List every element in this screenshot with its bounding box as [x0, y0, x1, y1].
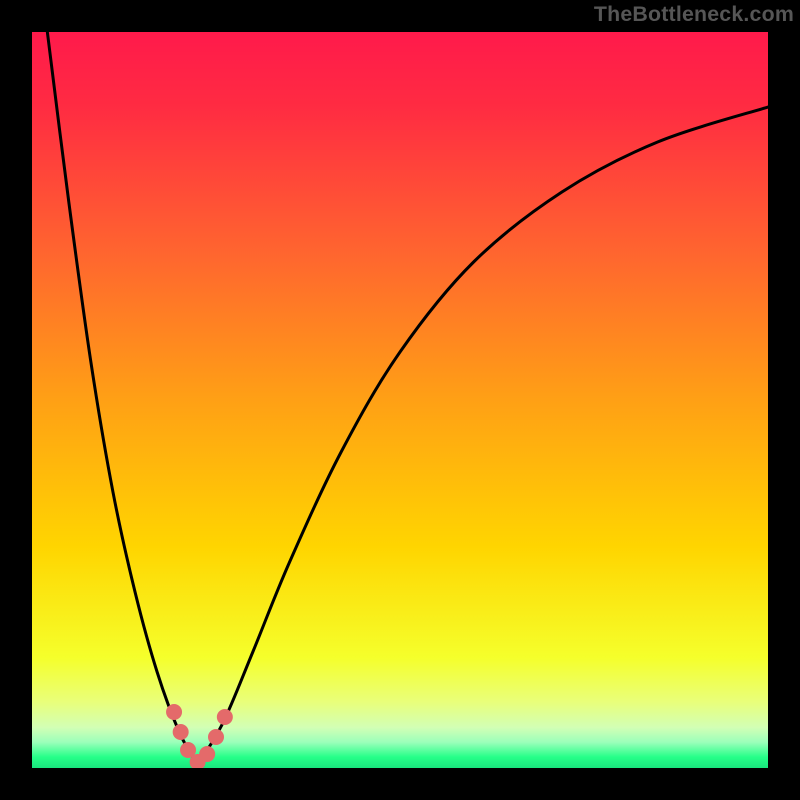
- watermark-text: TheBottleneck.com: [594, 2, 794, 27]
- curve-left-branch: [47, 32, 198, 765]
- root-container: TheBottleneck.com: [0, 0, 800, 800]
- curve-right-branch: [198, 107, 768, 765]
- dip-marker: [208, 729, 224, 745]
- plot-area: [32, 32, 768, 768]
- dip-marker: [217, 709, 233, 725]
- dip-marker: [166, 704, 182, 720]
- curve-layer: [32, 32, 768, 768]
- dip-marker: [173, 724, 189, 740]
- dip-marker: [199, 746, 215, 762]
